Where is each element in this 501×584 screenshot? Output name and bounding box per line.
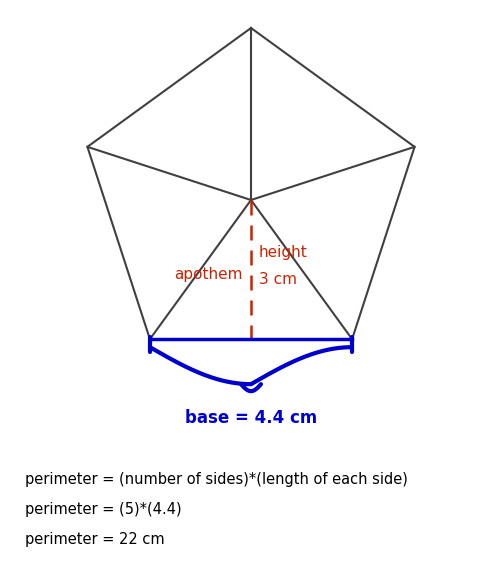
Text: 3 cm: 3 cm xyxy=(259,272,297,287)
Text: perimeter = 22 cm: perimeter = 22 cm xyxy=(25,532,164,547)
Text: perimeter = (number of sides)*(length of each side): perimeter = (number of sides)*(length of… xyxy=(25,472,407,487)
Text: height: height xyxy=(259,245,307,259)
Text: base = 4.4 cm: base = 4.4 cm xyxy=(184,409,317,427)
Text: perimeter = (5)*(4.4): perimeter = (5)*(4.4) xyxy=(25,502,181,517)
Text: apothem: apothem xyxy=(174,267,242,282)
